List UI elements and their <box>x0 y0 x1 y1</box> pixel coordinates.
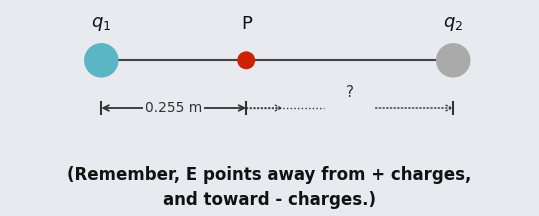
Text: $q_2$: $q_2$ <box>443 15 464 33</box>
Ellipse shape <box>238 52 254 69</box>
Text: ?: ? <box>345 85 354 100</box>
Text: P: P <box>241 15 252 33</box>
Text: 0.255 m: 0.255 m <box>145 101 203 115</box>
Text: $q_1$: $q_1$ <box>91 15 112 33</box>
Ellipse shape <box>85 44 118 77</box>
Text: (Remember, E points away from + charges,: (Remember, E points away from + charges, <box>67 166 472 184</box>
Ellipse shape <box>437 44 470 77</box>
Text: and toward - charges.): and toward - charges.) <box>163 191 376 209</box>
